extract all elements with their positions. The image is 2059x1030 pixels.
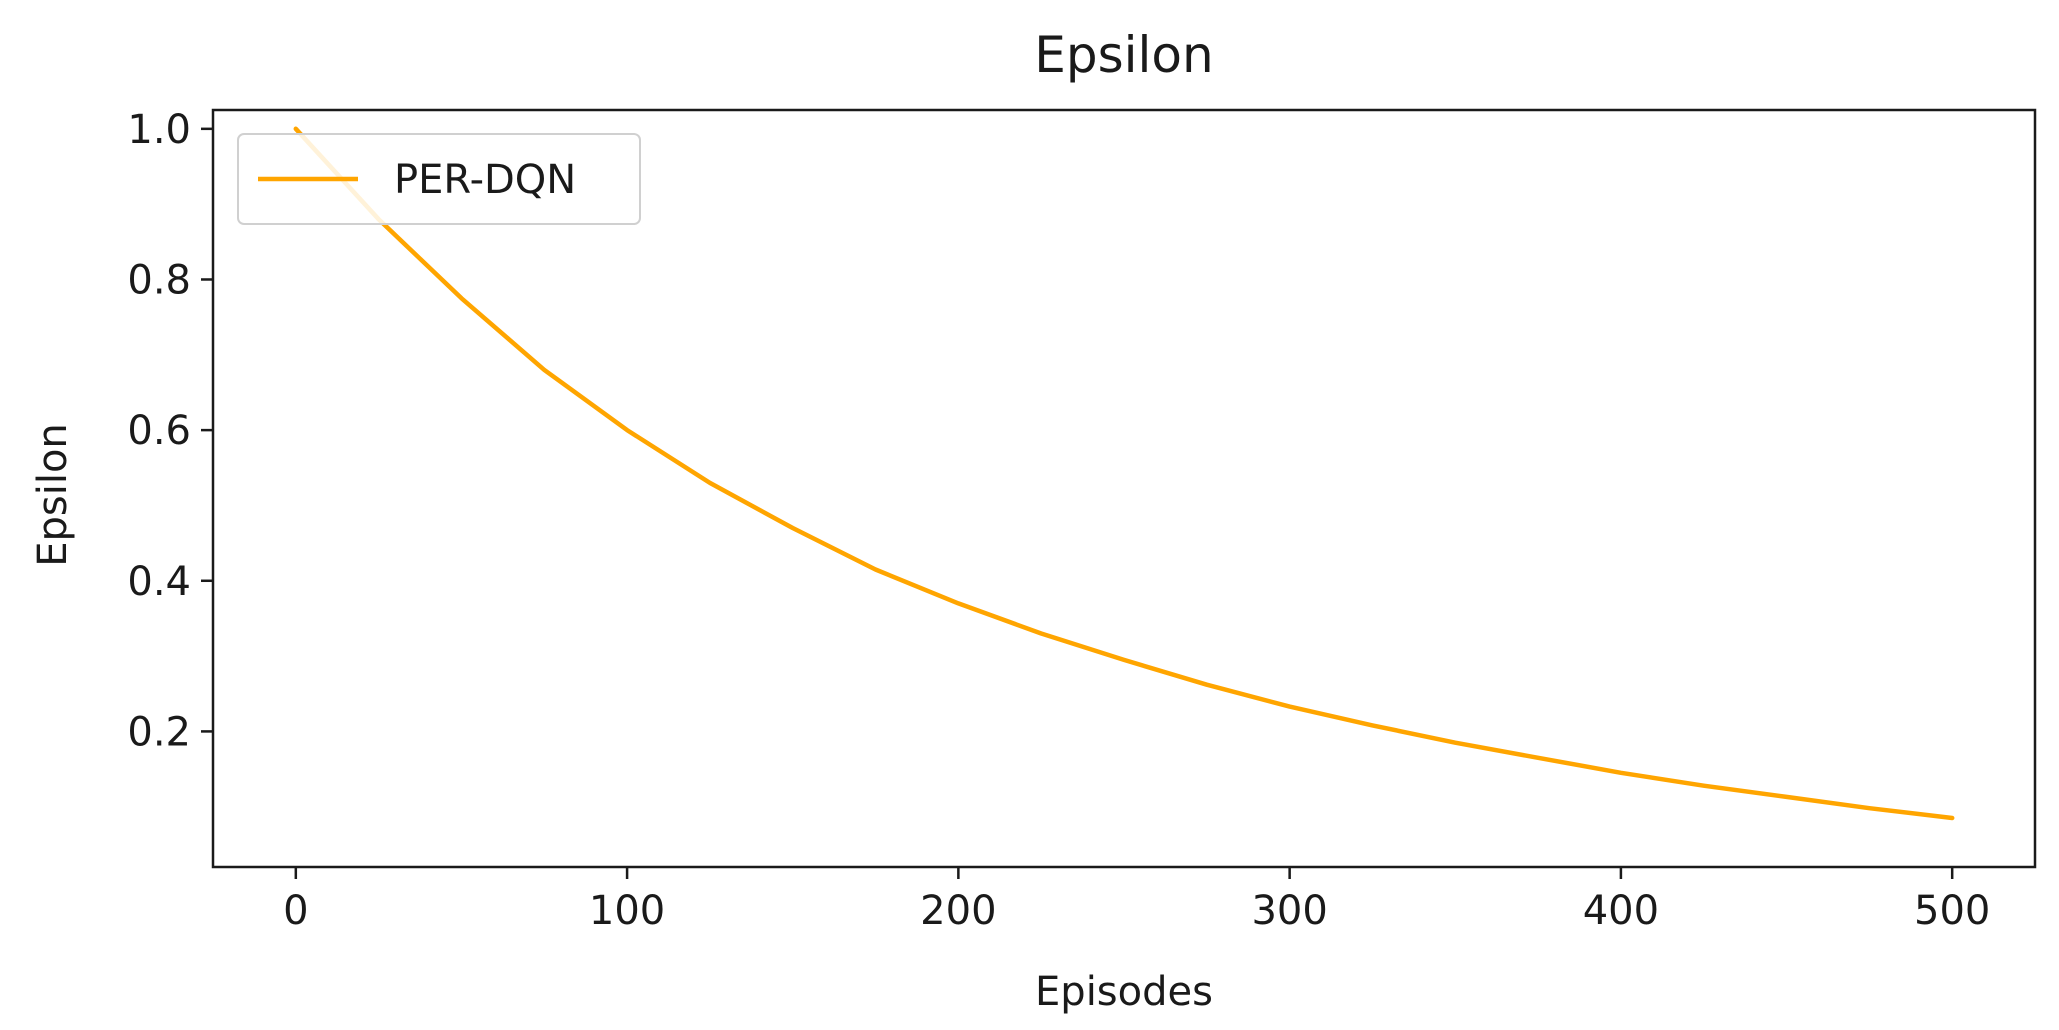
x-tick-label-300: 300 xyxy=(1251,888,1327,934)
x-tick-label-100: 100 xyxy=(589,888,665,934)
series-line-per-dqn xyxy=(293,126,1955,821)
y-tick-label-1: 1.0 xyxy=(127,107,191,153)
x-tick-label-0: 0 xyxy=(283,888,308,934)
y-tick-label-0.6: 0.6 xyxy=(127,408,191,454)
x-tick-label-400: 400 xyxy=(1583,888,1659,934)
legend-box xyxy=(237,133,641,225)
plot-frame xyxy=(211,108,2037,869)
y-tick-label-0.2: 0.2 xyxy=(127,709,191,755)
chart-title: Epsilon xyxy=(1034,26,1213,84)
y-tick-label-0.4: 0.4 xyxy=(127,559,191,605)
y-axis-label: Epsilon xyxy=(30,423,76,567)
x-tick-label-500: 500 xyxy=(1914,888,1990,934)
y-tick-label-0.8: 0.8 xyxy=(127,257,191,303)
x-axis-label: Episodes xyxy=(1035,969,1213,1015)
legend-label-0: PER-DQN xyxy=(394,157,576,203)
plot-layer: 0 100 200 300 400 500 0.2 0.4 0.6 0.8 1.0 PER-DQN xyxy=(127,107,2037,934)
x-tick-label-200: 200 xyxy=(920,888,996,934)
